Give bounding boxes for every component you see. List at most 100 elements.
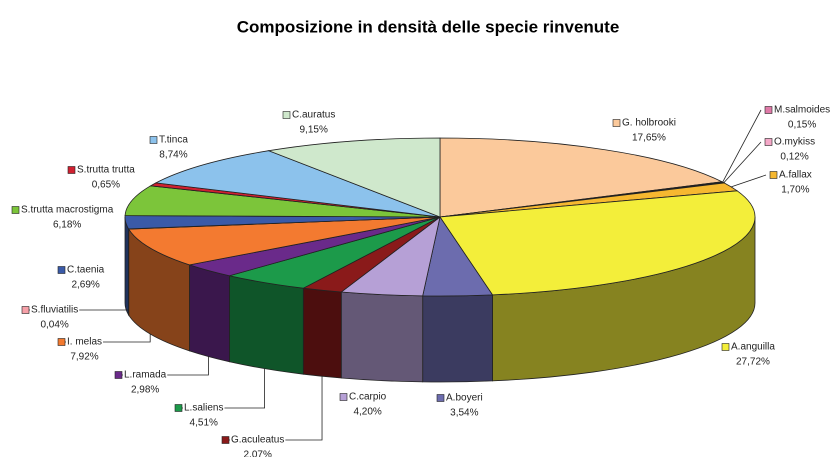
category-label: G. holbrooki — [622, 118, 676, 129]
label-bg — [730, 341, 776, 367]
pie-slice — [439, 190, 756, 296]
category-label: T.tinca — [159, 135, 188, 146]
value-label: 1,70% — [781, 185, 809, 196]
legend-swatch — [339, 393, 348, 401]
value-label: 0,04% — [40, 320, 68, 331]
pie-side — [422, 294, 493, 383]
label-bg — [230, 434, 286, 457]
pie-slice — [124, 185, 441, 218]
label-bg — [76, 164, 136, 190]
legend-swatch — [764, 138, 773, 146]
pie-slice — [128, 216, 441, 266]
legend-swatch — [221, 436, 230, 444]
pie-side — [302, 287, 342, 379]
legend-swatch — [612, 119, 621, 127]
legend-swatch — [282, 111, 291, 119]
value-label: 27,72% — [736, 357, 770, 368]
data-label: A.fallax 1,70% — [731, 169, 813, 196]
category-label: L.ramada — [124, 370, 167, 381]
value-label: 17,65% — [632, 133, 666, 144]
pie-slice — [154, 150, 441, 218]
category-label: C.auratus — [292, 110, 335, 121]
data-label: C.auratus 9,15% — [282, 109, 337, 136]
label-bg — [30, 304, 80, 330]
category-label: O.mykiss — [774, 137, 815, 148]
category-label: C.carpio — [349, 392, 387, 403]
category-label: M.salmoides — [774, 105, 830, 116]
label-bg — [291, 109, 337, 135]
label-bg — [66, 264, 106, 290]
pie-side — [340, 291, 424, 383]
data-label: L.saliens 4,51% — [174, 368, 265, 429]
leader-line — [731, 174, 767, 188]
pie-slice — [439, 137, 724, 218]
value-label: 7,92% — [70, 352, 98, 363]
chart-title: Composizione in densità delle specie rin… — [237, 17, 620, 36]
value-label: 3,54% — [450, 408, 478, 419]
value-label: 6,18% — [53, 220, 81, 231]
label-bg — [66, 336, 104, 362]
value-label: 0,15% — [788, 120, 816, 131]
legend-swatch — [67, 166, 76, 174]
category-label: G.aculeatus — [231, 435, 284, 446]
label-bg — [183, 402, 225, 428]
leader-line — [723, 141, 762, 183]
category-label: C.taenia — [67, 265, 105, 276]
category-label: S.trutta macrostigma — [21, 205, 114, 216]
data-label: T.tinca 8,74% — [149, 134, 189, 161]
data-label: S.trutta trutta 0,65% — [67, 164, 136, 191]
label-bg — [445, 392, 484, 418]
label-bg — [123, 369, 168, 395]
legend-swatch — [769, 171, 778, 179]
label-bg — [773, 104, 832, 130]
data-label: I. melas 7,92% — [57, 333, 151, 363]
data-label: S.fluviatilis 0,04% — [21, 304, 130, 331]
label-bg — [348, 391, 388, 417]
category-label: A.fallax — [779, 170, 812, 181]
data-label: G. holbrooki 17,65% — [612, 117, 677, 144]
value-label: 2,07% — [244, 450, 272, 457]
value-label: 9,15% — [300, 125, 328, 136]
value-label: 2,69% — [71, 280, 99, 291]
legend-swatch — [57, 266, 66, 274]
legend-swatch — [57, 338, 66, 346]
value-label: 4,20% — [353, 407, 381, 418]
category-label: A.boyeri — [446, 393, 483, 404]
legend-swatch — [21, 306, 30, 314]
label-bg — [158, 134, 189, 160]
label-bg — [621, 117, 677, 143]
value-label: 0,12% — [780, 152, 808, 163]
legend-swatch — [764, 106, 773, 114]
value-label: 4,51% — [190, 418, 218, 429]
category-label: A.anguilla — [731, 342, 775, 353]
data-label: M.salmoides 0,15% — [722, 104, 832, 183]
category-label: I. melas — [67, 337, 102, 348]
category-label: S.fluviatilis — [31, 305, 78, 316]
label-bg — [778, 169, 813, 195]
category-label: L.saliens — [184, 403, 223, 414]
label-bg — [20, 204, 115, 230]
category-label: S.trutta trutta — [77, 165, 135, 176]
data-label: C.taenia 2,69% — [57, 264, 106, 291]
data-label: A.anguilla 27,72% — [721, 341, 776, 368]
data-label: S.trutta macrostigma 6,18% — [11, 204, 115, 231]
value-label: 2,98% — [131, 385, 159, 396]
data-label: G.aculeatus 2,07% — [221, 376, 323, 457]
data-label: O.mykiss 0,12% — [723, 136, 817, 183]
pie-side — [124, 216, 129, 317]
data-label: C.carpio 4,20% — [339, 391, 388, 418]
label-bg — [773, 136, 817, 162]
legend-swatch — [721, 343, 730, 351]
legend-swatch — [436, 394, 445, 402]
pie-side — [189, 264, 230, 363]
pie-slice — [267, 137, 441, 218]
value-label: 8,74% — [159, 150, 187, 161]
pie-side — [229, 275, 304, 375]
leader-line — [722, 109, 762, 183]
legend-swatch — [149, 136, 158, 144]
legend-swatch — [11, 206, 20, 214]
legend-swatch — [114, 371, 123, 379]
value-label: 0,65% — [92, 180, 120, 191]
data-label: A.boyeri 3,54% — [436, 392, 484, 419]
